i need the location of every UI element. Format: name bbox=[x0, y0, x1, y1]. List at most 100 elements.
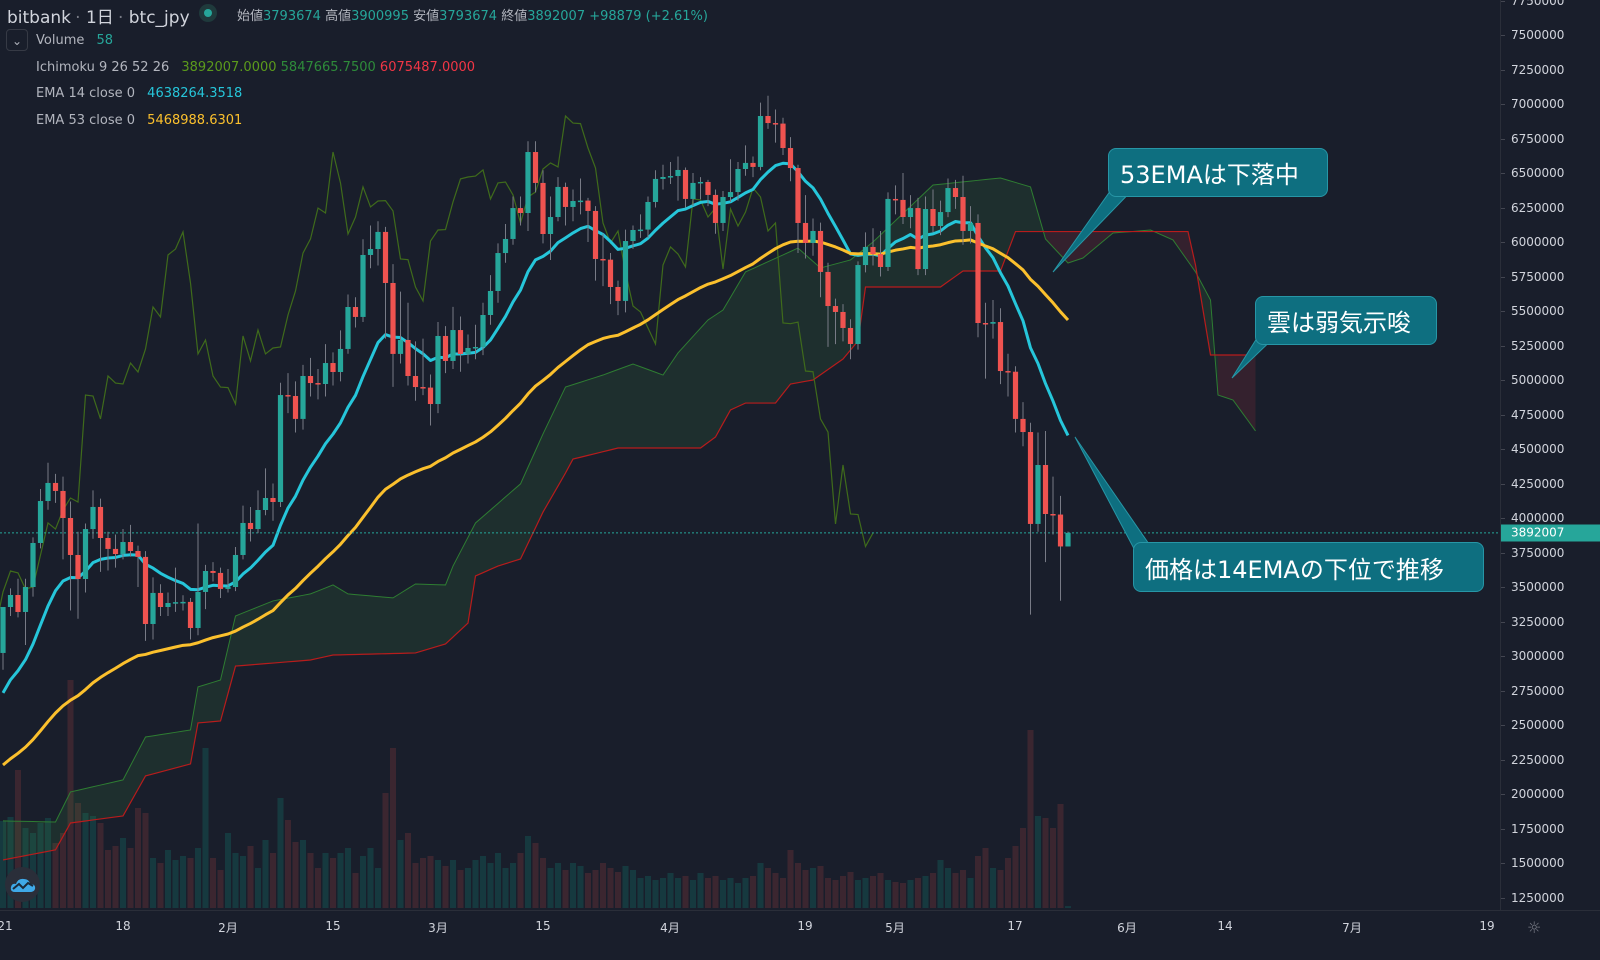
gear-icon[interactable]: ☼ bbox=[1527, 918, 1542, 937]
x-tick-label: 5月 bbox=[885, 921, 905, 935]
candle-body bbox=[862, 246, 869, 266]
candle-body bbox=[232, 554, 239, 587]
volume-bar bbox=[360, 856, 366, 908]
candle bbox=[1050, 476, 1056, 535]
candle-body bbox=[592, 210, 599, 259]
low-value: 3793674 bbox=[439, 9, 498, 24]
volume-bar bbox=[210, 858, 216, 908]
volume-bar bbox=[960, 870, 966, 908]
candle-body bbox=[922, 209, 929, 270]
candle-body bbox=[427, 387, 434, 405]
ema14-label: EMA 14 close 0 bbox=[36, 86, 136, 101]
candle-body bbox=[825, 271, 831, 307]
candle bbox=[472, 324, 479, 360]
y-tick-label: 7500000 bbox=[1511, 28, 1565, 42]
x-tick-label: 3月 bbox=[428, 921, 448, 935]
candle-body bbox=[412, 375, 419, 388]
volume-bar bbox=[930, 873, 936, 908]
candle-body bbox=[330, 363, 336, 372]
y-tick-mark bbox=[1501, 104, 1505, 105]
interval: 1日 bbox=[85, 8, 114, 28]
cloud-segment bbox=[295, 595, 303, 662]
candle bbox=[420, 338, 426, 396]
high-label: 高値 bbox=[325, 9, 352, 24]
candle bbox=[142, 551, 149, 641]
volume-bar bbox=[1057, 804, 1064, 908]
ichimoku-legend[interactable]: Ichimoku 9 26 52 26 3892007.0000 5847665… bbox=[36, 60, 475, 75]
candle-body bbox=[0, 607, 6, 653]
candle-body bbox=[540, 182, 546, 234]
cloud-segment bbox=[235, 612, 243, 667]
time-axis[interactable]: 21 18 2月 15 3月 15 4月 19 5月 17 6月 14 7月 1… bbox=[0, 910, 1600, 960]
candle bbox=[690, 173, 696, 207]
candle bbox=[0, 607, 6, 670]
candle bbox=[112, 534, 119, 568]
volume-bar bbox=[405, 833, 411, 908]
annotation-ema53-falling[interactable]: 53EMAは下落中 bbox=[1108, 148, 1328, 197]
cloud-segment bbox=[280, 598, 288, 663]
candle bbox=[262, 468, 269, 516]
candle-body bbox=[967, 222, 974, 231]
candle bbox=[390, 264, 396, 387]
volume-bar bbox=[697, 873, 704, 908]
candle bbox=[345, 294, 351, 354]
cloud-segment bbox=[198, 684, 206, 723]
candle bbox=[1057, 495, 1064, 601]
volume-bar bbox=[660, 878, 666, 908]
y-tick-mark bbox=[1501, 345, 1505, 347]
volume-bar bbox=[142, 813, 149, 908]
candle bbox=[315, 368, 321, 400]
volume-bar bbox=[990, 868, 996, 908]
cloud-segment bbox=[250, 606, 258, 665]
chevron-down-icon[interactable]: ⌄ bbox=[6, 29, 28, 51]
candle bbox=[285, 373, 291, 414]
annotation-cloud-bearish[interactable]: 雲は弱気示唆 bbox=[1255, 296, 1437, 345]
symbol-header[interactable]: bitbank · 1日 · btc_jpy bbox=[7, 8, 190, 28]
cloud-segment bbox=[520, 467, 528, 559]
candle-body bbox=[397, 339, 404, 354]
y-tick-mark bbox=[1501, 380, 1505, 381]
candle bbox=[900, 173, 906, 225]
ichimoku-lagging-line bbox=[0, 114, 874, 610]
ema14-legend[interactable]: EMA 14 close 0 4638264.3518 bbox=[36, 86, 242, 101]
volume-legend[interactable]: Volume 58 bbox=[36, 33, 113, 48]
volume-bar bbox=[337, 853, 344, 908]
candle bbox=[682, 167, 689, 208]
candle-body bbox=[45, 482, 51, 502]
cloud-segment bbox=[85, 786, 93, 821]
candle-body bbox=[1035, 465, 1041, 524]
cloud-segment bbox=[580, 379, 588, 458]
cloud-segment bbox=[603, 372, 611, 452]
price-axis[interactable]: 3892007 7750000 7500000 7250000 7000000 6750… bbox=[1500, 0, 1600, 910]
candle bbox=[675, 156, 681, 201]
candle bbox=[727, 159, 734, 202]
candle bbox=[615, 280, 621, 316]
candle-body bbox=[855, 265, 861, 344]
price-chart[interactable] bbox=[0, 0, 1500, 910]
cloud-segment bbox=[1045, 231, 1053, 247]
candle-body bbox=[480, 315, 486, 348]
volume-value: 58 bbox=[96, 33, 114, 48]
candle-body bbox=[255, 509, 261, 530]
volume-bar bbox=[540, 858, 546, 908]
candle-body bbox=[180, 601, 186, 604]
candle bbox=[217, 567, 224, 599]
volume-bar bbox=[442, 866, 449, 908]
cloud-chart-logo-icon[interactable] bbox=[5, 867, 40, 902]
candle-body bbox=[997, 322, 1004, 372]
cloud-segment bbox=[190, 686, 198, 764]
ichimoku-span-b-value: 6075487.0000 bbox=[379, 60, 476, 75]
candle bbox=[607, 253, 614, 305]
cloud-segment bbox=[348, 593, 356, 655]
candle-body bbox=[315, 383, 321, 385]
candle-body bbox=[637, 229, 644, 232]
volume-bar bbox=[915, 878, 921, 908]
annotation-price-below-ema14[interactable]: 価格は14EMAの下位で推移 bbox=[1133, 542, 1484, 592]
ema53-legend[interactable]: EMA 53 close 0 5468988.6301 bbox=[36, 113, 242, 128]
candle-body bbox=[577, 200, 584, 203]
candle bbox=[210, 562, 216, 582]
volume-bar bbox=[270, 853, 276, 908]
volume-bar bbox=[427, 856, 434, 908]
y-tick-label: 5250000 bbox=[1511, 338, 1565, 353]
y-tick-mark bbox=[1501, 207, 1505, 209]
